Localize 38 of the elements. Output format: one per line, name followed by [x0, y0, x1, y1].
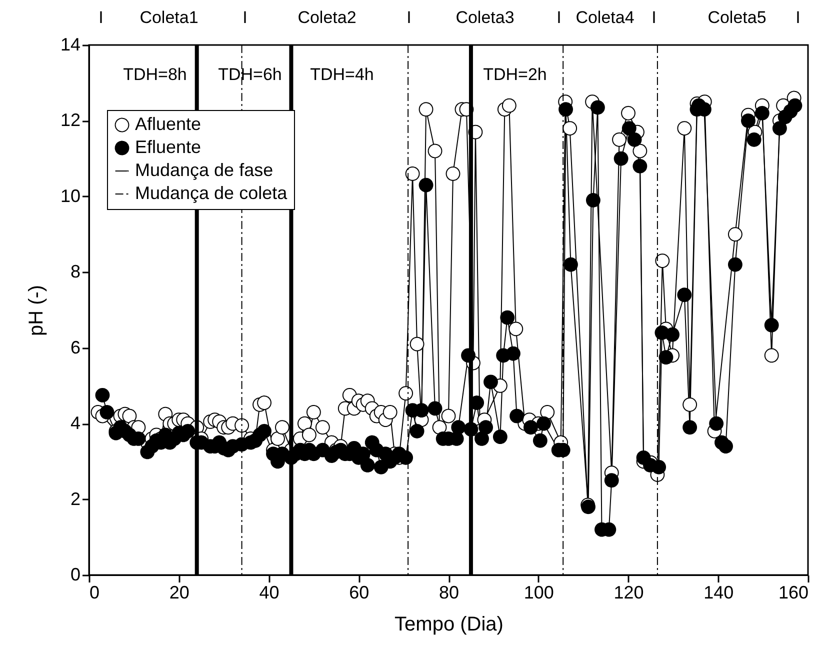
x-tick-label: 160 [778, 582, 808, 602]
annotation: TDH=6h [218, 65, 282, 84]
text: I [556, 8, 562, 27]
text: Coleta1 [140, 8, 198, 27]
text: Coleta3 [456, 8, 514, 27]
x-tick-label: 140 [704, 582, 734, 602]
y-tick-label: 10 [60, 186, 80, 206]
x-tick-label: 80 [438, 582, 460, 602]
text: I [406, 8, 412, 27]
y-tick-label: 0 [70, 564, 80, 584]
legend-label: Afluente [135, 114, 202, 134]
y-tick-label: 2 [70, 488, 80, 509]
x-axis-title: Tempo (Dia) [394, 614, 504, 636]
y-tick-label: 8 [70, 262, 80, 282]
y-axis-title: pH (-) [25, 284, 48, 336]
text: I [242, 8, 248, 27]
y-tick-label: 4 [70, 413, 80, 434]
text: I [796, 8, 800, 27]
text: Coleta4 [576, 8, 634, 27]
text: I [98, 8, 104, 27]
x-tick-label: 60 [349, 582, 370, 602]
text: Coleta2 [298, 8, 356, 27]
y-tick-label: 6 [70, 337, 80, 358]
x-tick-label: 20 [169, 582, 190, 602]
x-tick-label: 100 [524, 582, 554, 602]
text: I [652, 8, 656, 27]
ref-line-label: Mudança de fase [135, 160, 274, 180]
legend-label: Efluente [135, 137, 202, 157]
annotation: TDH=2h [483, 65, 547, 84]
annotation: TDH=8h [123, 65, 187, 84]
annotation: TDH=4h [310, 65, 374, 84]
y-tick-label: 12 [60, 110, 80, 130]
ref-line-label: Mudança de coleta [135, 183, 288, 203]
text: Coleta5 [708, 8, 766, 27]
x-tick-label: 0 [90, 582, 100, 602]
x-tick-label: 120 [614, 582, 644, 602]
y-tick-label: 14 [60, 34, 80, 54]
x-tick-label: 40 [259, 582, 280, 602]
